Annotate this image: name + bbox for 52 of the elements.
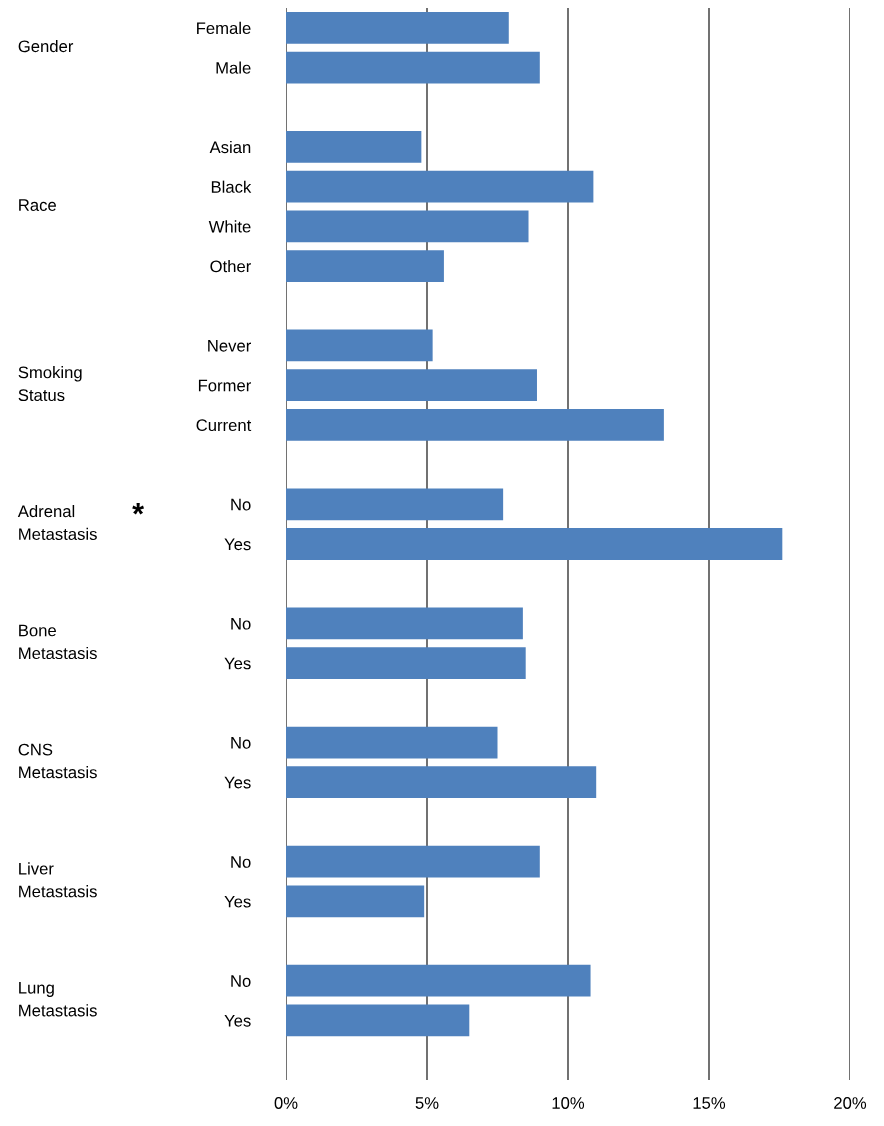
text: Bone Metastasis [19, 624, 97, 660]
x-tick-label: 10% [552, 1097, 585, 1109]
y-tick-label: White [208, 220, 251, 233]
y-tick-label: Yes [224, 1015, 251, 1027]
y-tick-label: Male [216, 61, 251, 74]
bar [286, 766, 597, 799]
text: Liver Metastasis [19, 862, 97, 898]
bar [286, 607, 523, 640]
text: CNS Metastasis [18, 743, 97, 779]
y-tick-label: No [231, 617, 251, 630]
text: * [132, 503, 145, 515]
bar [286, 885, 425, 918]
bar [286, 726, 498, 759]
y-tick-label: Asian [209, 140, 251, 154]
y-tick-label: Yes [224, 538, 251, 551]
bar [286, 488, 504, 521]
y-tick-label: Other [210, 260, 251, 273]
y-tick-label: Yes [224, 895, 251, 908]
text: Gender [18, 39, 74, 53]
y-tick-label: No [231, 975, 251, 987]
bar [286, 170, 594, 203]
bar [286, 210, 529, 243]
bar [286, 11, 509, 44]
text: Smoking Status [18, 366, 82, 402]
x-tick-label: 15% [693, 1097, 726, 1109]
x-tick-label: 0% [274, 1097, 298, 1109]
bar [286, 131, 422, 163]
bar [286, 409, 664, 441]
bar [286, 329, 433, 362]
y-tick-label: No [231, 856, 251, 868]
y-tick-label: Yes [224, 776, 251, 789]
bar [286, 845, 540, 878]
y-tick-label: Black [211, 180, 252, 193]
y-tick-label: Never [208, 340, 251, 352]
y-tick-label: Female [197, 21, 251, 35]
y-tick-label: Former [198, 379, 252, 392]
bar [286, 964, 591, 997]
x-tick-label: 20% [834, 1097, 867, 1109]
bar [286, 647, 526, 679]
bar [286, 51, 540, 84]
text: Race [19, 199, 56, 211]
bar [286, 369, 537, 402]
text: Adrenal Metastasis [17, 504, 97, 541]
y-tick-label: Current [196, 419, 252, 432]
text: Lung Metastasis [19, 982, 97, 1017]
bar [286, 1004, 470, 1037]
y-tick-label: No [231, 737, 251, 749]
bar [286, 528, 783, 560]
x-tick-label: 5% [415, 1097, 439, 1109]
y-tick-label: Yes [224, 657, 251, 670]
y-tick-label: No [231, 498, 251, 511]
bar [286, 250, 444, 282]
